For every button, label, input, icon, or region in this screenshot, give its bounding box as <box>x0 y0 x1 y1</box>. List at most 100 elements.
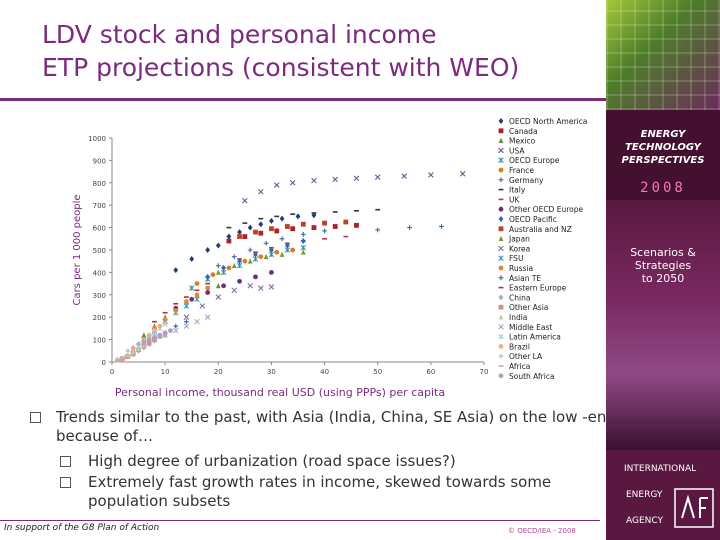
y-tick-label: 800 <box>93 180 106 188</box>
data-point <box>332 176 338 183</box>
legend-label: Middle East <box>509 323 552 332</box>
sidebar-cover-image <box>606 0 720 110</box>
data-point <box>498 353 504 359</box>
data-point <box>172 327 179 334</box>
data-point <box>322 238 327 240</box>
data-point <box>498 206 504 212</box>
data-point <box>194 296 200 303</box>
data-point <box>498 157 504 163</box>
bullet-list: Trends similar to the past, with Asia (I… <box>30 408 620 511</box>
legend-item: France <box>498 166 534 175</box>
legend-label: South Africa <box>509 372 555 381</box>
data-point <box>258 188 264 195</box>
data-point <box>125 356 131 359</box>
legend-label: UK <box>509 195 520 204</box>
legend-item: OECD Europe <box>498 156 560 165</box>
series-5 <box>194 247 296 286</box>
legend-label: Mexico <box>509 137 536 146</box>
data-point <box>498 188 504 191</box>
legend-item: Latin America <box>498 333 561 342</box>
data-point <box>498 304 504 310</box>
data-point <box>258 285 264 291</box>
data-point <box>247 258 253 264</box>
data-point <box>242 258 248 264</box>
data-point <box>122 357 128 360</box>
data-point <box>184 319 189 325</box>
data-point <box>459 171 466 177</box>
legend-label: Latin America <box>509 333 561 342</box>
data-point <box>498 286 504 289</box>
x-tick-label: 20 <box>214 368 223 376</box>
data-point <box>498 333 504 340</box>
data-point <box>300 249 306 255</box>
data-point <box>498 245 504 252</box>
legend-label: FSU <box>509 254 523 263</box>
data-point <box>322 228 327 234</box>
legend-label: Eastern Europe <box>509 284 567 293</box>
etp-line-1: ENERGY <box>640 129 686 140</box>
legend-item: Asian TE <box>498 274 541 283</box>
data-point <box>258 221 264 228</box>
slide-title: LDV stock and personal income ETP projec… <box>42 18 602 84</box>
data-point <box>183 323 190 329</box>
y-tick-label: 700 <box>93 202 106 210</box>
data-point <box>407 225 412 230</box>
data-point <box>247 247 253 253</box>
legend-item: Korea <box>498 244 530 253</box>
data-point <box>263 253 269 260</box>
data-point <box>130 354 136 357</box>
data-point <box>194 318 200 325</box>
data-point <box>247 224 253 231</box>
data-point <box>343 219 349 225</box>
data-point <box>300 231 306 237</box>
data-point <box>253 229 258 235</box>
data-point <box>125 348 131 354</box>
data-point <box>120 358 126 361</box>
iea-line-3: AGENCY <box>626 516 664 526</box>
data-point <box>162 317 168 322</box>
series-10 <box>205 238 306 280</box>
data-point <box>290 226 296 232</box>
data-point <box>290 247 296 253</box>
data-point <box>284 224 290 229</box>
legend-item: Japan <box>498 235 530 244</box>
legend-label: China <box>509 293 530 302</box>
data-point <box>141 332 147 338</box>
data-point <box>498 265 504 271</box>
sidebar-gradient <box>606 200 720 450</box>
legend-label: Brazil <box>509 342 530 351</box>
data-point <box>274 249 280 255</box>
data-point <box>498 198 504 201</box>
data-point <box>183 303 190 309</box>
data-point <box>117 359 123 362</box>
data-point <box>279 215 285 222</box>
data-point <box>498 177 504 183</box>
data-point <box>199 303 206 309</box>
bullet-box-icon <box>30 412 41 423</box>
data-point <box>152 334 157 340</box>
data-point <box>498 118 504 124</box>
series-0 <box>173 212 317 274</box>
data-point <box>498 344 504 349</box>
data-point <box>263 240 269 246</box>
legend-label: OECD Europe <box>509 156 560 165</box>
legend-item: OECD Pacific <box>498 215 557 224</box>
data-point <box>215 294 222 300</box>
data-point <box>290 213 296 215</box>
scen-line-1: Scenarios & <box>630 246 696 259</box>
sidebar-band <box>606 110 720 200</box>
legend-label: Germany <box>509 176 544 185</box>
series-13 <box>183 283 275 320</box>
data-point <box>498 216 504 222</box>
series-11 <box>237 219 349 239</box>
bullet-2: High degree of urbanization (road space … <box>30 452 620 471</box>
data-point <box>253 251 258 258</box>
legend-item: Brazil <box>498 342 530 351</box>
y-tick-label: 200 <box>93 314 106 322</box>
data-point <box>226 265 232 271</box>
data-point <box>188 285 195 291</box>
footer-caption: In support of the G8 Plan of Action <box>4 523 160 533</box>
y-tick-label: 100 <box>93 337 106 345</box>
legend-label: Canada <box>509 127 538 136</box>
data-point <box>226 226 232 229</box>
